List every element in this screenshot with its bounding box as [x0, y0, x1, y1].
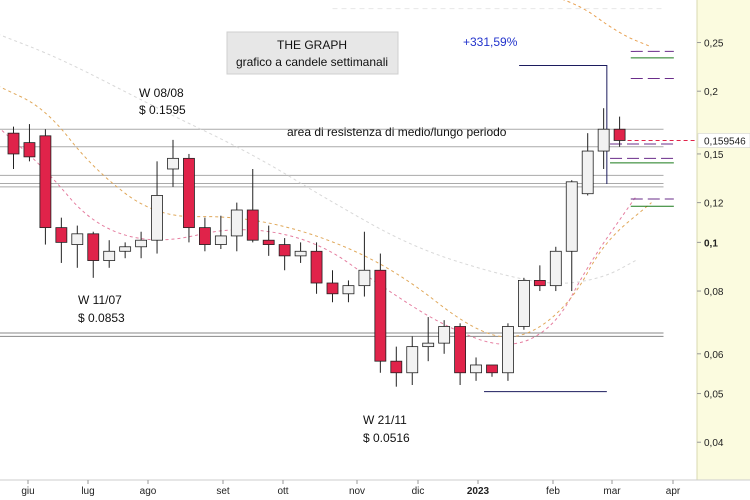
annotation-low1-week: W 11/07	[78, 293, 122, 307]
target-levels	[610, 50, 697, 207]
candle-body-29	[470, 364, 482, 374]
y-tick-label-8: 0,04	[704, 438, 724, 449]
candle-body-23	[374, 269, 387, 362]
annotation-resistance: area di resistenza di medio/lungo period…	[287, 125, 507, 139]
candle-body-30	[486, 364, 498, 374]
title-box-background	[226, 31, 399, 75]
candle-body-17	[278, 244, 291, 257]
candle-body-25	[406, 346, 419, 374]
last-price-label: 0,159546	[697, 133, 750, 148]
x-axis: giu lug ago set ott nov dic 2023 feb mar apr	[0, 479, 750, 497]
candle-body-31	[502, 326, 514, 374]
candle-body-1	[23, 142, 36, 158]
candle-body-18	[294, 250, 307, 257]
candle-body-28	[454, 326, 467, 374]
candle-body-9	[151, 195, 163, 241]
moving-average-line-1	[0, 128, 636, 345]
y-tick-label-7: 0,05	[704, 390, 724, 401]
y-tick-label-3: 0,12	[704, 199, 724, 210]
last-price-value: 0,159546	[704, 136, 746, 147]
y-axis: 0,25 0,2 0,15 0,12 0,1 0,08 0,06 0,05 0,04 0,159…	[696, 0, 750, 480]
annotation-low2-price: $ 0.0516	[363, 431, 410, 445]
y-axis-background	[697, 0, 750, 480]
moving-average-line-2	[0, 34, 636, 284]
candle-body-11	[183, 157, 195, 229]
candle-body-21	[342, 285, 355, 295]
x-tick-label-10: apr	[666, 486, 681, 497]
candle-body-14	[230, 209, 243, 237]
candle-body-38	[613, 128, 626, 141]
candles	[7, 108, 626, 387]
candle-body-0	[7, 132, 20, 155]
candle-body-7	[119, 246, 132, 252]
candle-body-36	[581, 150, 594, 195]
y-axis-ticks: 0,25 0,2 0,15 0,12 0,1 0,08 0,06 0,05 0,04	[697, 39, 724, 449]
y-tick-label-2: 0,15	[704, 150, 724, 161]
y-tick-label-0: 0,25	[704, 39, 724, 50]
candle-body-12	[198, 227, 211, 245]
candle-body-34	[549, 250, 562, 287]
x-tick-label-6: dic	[412, 486, 425, 497]
x-tick-label-5: nov	[349, 486, 365, 497]
candle-body-15	[246, 209, 259, 241]
candle-body-16	[262, 239, 275, 245]
y-tick-label-4: 0,1	[704, 238, 718, 249]
candle-body-13	[214, 235, 227, 245]
candle-body-33	[533, 280, 546, 287]
annotation-low2-week: W 21/11	[363, 413, 407, 427]
y-tick-label-1: 0,2	[704, 87, 718, 98]
x-tick-label-0: giu	[21, 486, 34, 497]
moving-average-line-3	[562, 0, 652, 48]
candle-body-8	[135, 239, 148, 248]
y-tick-label-6: 0,06	[704, 350, 724, 361]
moving-averages	[0, 0, 652, 345]
candle-body-26	[422, 342, 435, 348]
annotation-high-price: $ 0.1595	[139, 103, 186, 117]
x-tick-label-4: ott	[277, 486, 288, 497]
title-box-line2: grafico a candele settimanali	[236, 55, 388, 69]
x-axis-ticks: giu lug ago set ott nov dic 2023 feb mar apr	[21, 480, 681, 497]
candle-body-4	[71, 233, 84, 245]
candle-body-37	[597, 128, 610, 152]
candle-body-27	[438, 326, 451, 344]
candle-body-20	[326, 282, 339, 295]
candle-body-2	[39, 135, 52, 229]
x-tick-label-9: mar	[603, 486, 621, 497]
x-tick-label-8: feb	[546, 486, 560, 497]
x-tick-label-1: lug	[81, 486, 94, 497]
candle-body-3	[55, 227, 68, 243]
title-box: THE GRAPH grafico a candele settimanali	[226, 31, 399, 75]
support-resistance-lines	[0, 8, 664, 337]
annotation-low1-price: $ 0.0853	[78, 311, 125, 325]
candle-body-24	[390, 360, 403, 374]
x-tick-label-2: ago	[140, 486, 157, 497]
candle-body-6	[103, 250, 116, 261]
candle-body-22	[358, 269, 371, 287]
annotation-high-week: W 08/08	[139, 86, 184, 100]
candle-body-5	[87, 233, 100, 261]
x-tick-label-7: 2023	[467, 486, 490, 497]
last-price-box	[697, 133, 750, 148]
candle-body-10	[167, 157, 179, 170]
candle-body-19	[310, 250, 323, 284]
x-tick-label-3: set	[216, 486, 230, 497]
y-tick-label-5: 0,08	[704, 287, 724, 298]
moving-average-line-0	[0, 86, 652, 338]
title-box-line1: THE GRAPH	[277, 38, 347, 52]
annotation-gain: +331,59%	[463, 35, 518, 49]
candle-body-35	[565, 181, 578, 252]
candle-body-32	[518, 280, 530, 327]
